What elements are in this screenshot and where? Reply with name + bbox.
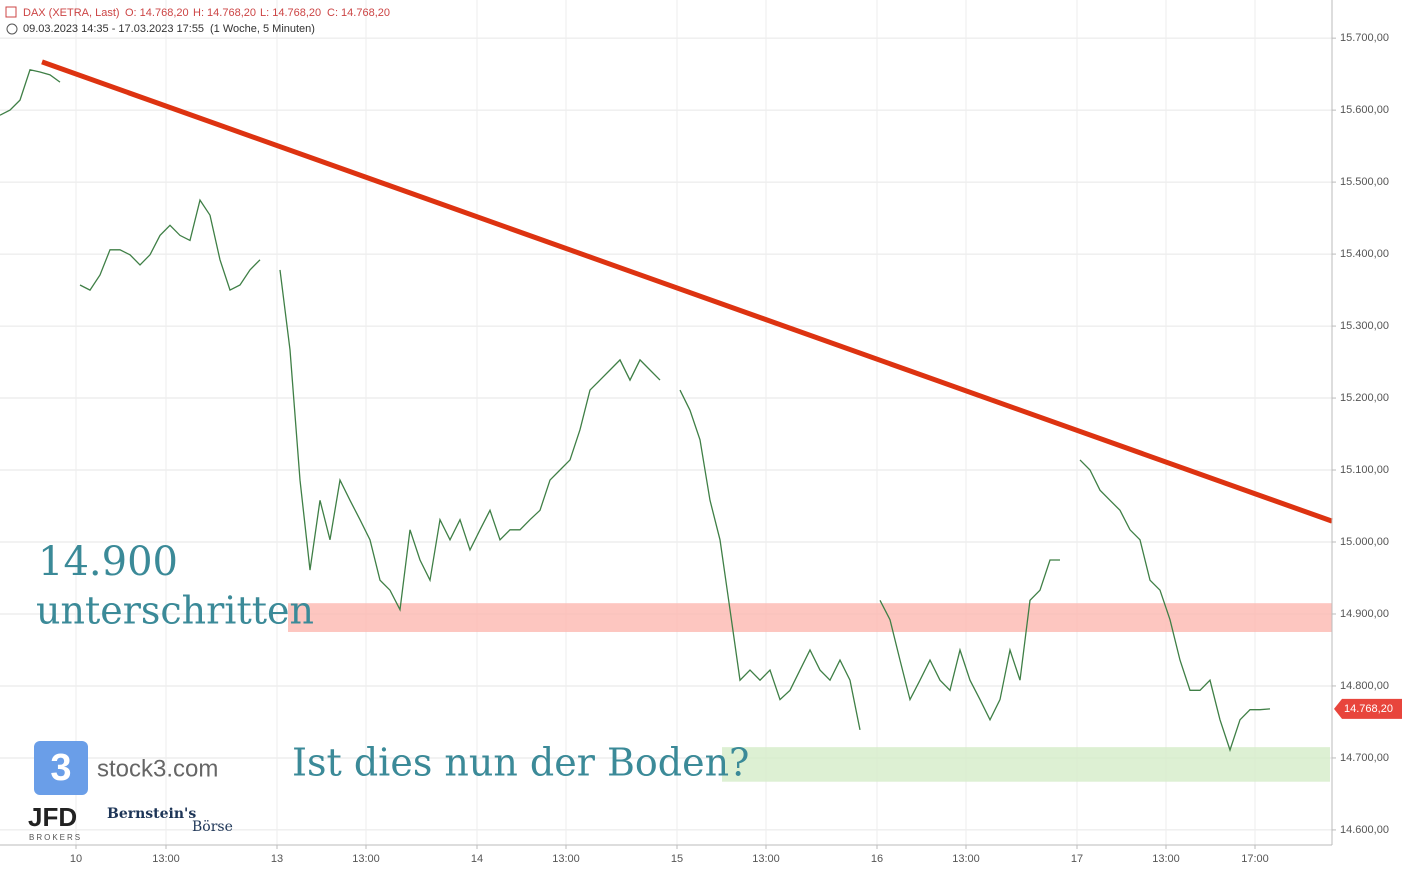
header-range: 09.03.2023 14:35 - 17.03.2023 17:55 bbox=[23, 23, 204, 35]
boerse-logo: Börse bbox=[192, 819, 233, 835]
y-tick-label: 15.500,00 bbox=[1340, 176, 1389, 188]
x-tick-label: 13:00 bbox=[152, 853, 180, 865]
x-tick-label: 16 bbox=[871, 853, 883, 865]
x-tick-label: 13:00 bbox=[952, 853, 980, 865]
annotation-level-text: unterschritten bbox=[36, 589, 314, 633]
y-tick-label: 15.200,00 bbox=[1340, 392, 1389, 404]
stock3-logo-glyph: 3 bbox=[50, 747, 71, 789]
x-tick-label: 15 bbox=[671, 853, 683, 865]
x-tick-label: 13:00 bbox=[752, 853, 780, 865]
y-tick-label: 15.300,00 bbox=[1340, 320, 1389, 332]
y-tick-label: 14.700,00 bbox=[1340, 752, 1389, 764]
stock3-logo-icon bbox=[34, 741, 88, 795]
header-interval: (1 Woche, 5 Minuten) bbox=[210, 23, 315, 35]
stock3-logo-text: stock3.com bbox=[97, 755, 218, 782]
x-tick-label: 17:00 bbox=[1241, 853, 1269, 865]
header-title: DAX (XETRA, Last) bbox=[23, 7, 120, 19]
zone bbox=[722, 747, 1330, 782]
header-high: H: 14.768,20 bbox=[193, 7, 256, 19]
last-price-tag bbox=[1334, 698, 1402, 719]
y-tick-label: 15.600,00 bbox=[1340, 104, 1389, 116]
annotation-question: Ist dies nun der Boden? bbox=[292, 741, 749, 785]
header-open: O: 14.768,20 bbox=[125, 7, 189, 19]
x-tick-label: 13:00 bbox=[1152, 853, 1180, 865]
zone bbox=[288, 603, 1332, 632]
header-low: L: 14.768,20 bbox=[260, 7, 321, 19]
header-icon bbox=[5, 6, 17, 18]
price-line bbox=[0, 69, 1271, 753]
y-tick-label: 14.600,00 bbox=[1340, 824, 1389, 836]
y-tick-label: 15.400,00 bbox=[1340, 248, 1389, 260]
y-tick-label: 15.700,00 bbox=[1340, 32, 1389, 44]
annotation-level: 14.900 bbox=[38, 539, 178, 585]
header-close: C: 14.768,20 bbox=[327, 7, 390, 19]
x-tick-label: 17 bbox=[1071, 853, 1083, 865]
jfd-logo: JFD bbox=[28, 802, 77, 832]
last-price-label: 14.768,20 bbox=[1344, 703, 1393, 715]
jfd-brokers: BROKERS bbox=[29, 833, 82, 842]
bernstein-logo: Bernstein's bbox=[107, 806, 196, 822]
x-tick-label: 10 bbox=[70, 853, 82, 865]
trendline bbox=[41, 59, 1333, 524]
x-tick-label: 13:00 bbox=[352, 853, 380, 865]
clock-icon bbox=[6, 23, 18, 35]
y-tick-label: 15.100,00 bbox=[1340, 464, 1389, 476]
x-tick-label: 14 bbox=[471, 853, 483, 865]
x-tick-label: 13 bbox=[271, 853, 283, 865]
y-tick-label: 14.800,00 bbox=[1340, 680, 1389, 692]
x-tick-label: 13:00 bbox=[552, 853, 580, 865]
y-tick-label: 15.000,00 bbox=[1340, 536, 1389, 548]
y-tick-label: 14.900,00 bbox=[1340, 608, 1389, 620]
